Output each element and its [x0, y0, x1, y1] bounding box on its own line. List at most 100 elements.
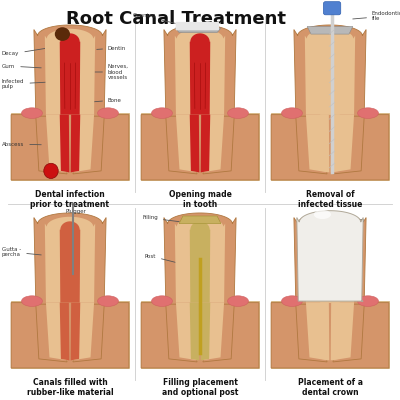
Polygon shape	[11, 113, 129, 180]
Polygon shape	[11, 301, 129, 368]
Ellipse shape	[152, 108, 172, 118]
Polygon shape	[45, 29, 95, 115]
Polygon shape	[71, 115, 80, 172]
Ellipse shape	[22, 108, 42, 118]
Polygon shape	[60, 115, 69, 172]
FancyBboxPatch shape	[176, 22, 219, 30]
Ellipse shape	[282, 296, 302, 306]
Polygon shape	[175, 29, 225, 115]
Polygon shape	[201, 303, 210, 360]
Polygon shape	[166, 116, 197, 174]
Polygon shape	[190, 33, 210, 115]
Text: Nerves,
blood
vessels: Nerves, blood vessels	[95, 64, 129, 80]
Polygon shape	[331, 303, 340, 360]
Polygon shape	[190, 221, 210, 303]
Polygon shape	[306, 115, 328, 172]
Ellipse shape	[314, 210, 331, 219]
Polygon shape	[271, 301, 389, 368]
Polygon shape	[320, 221, 340, 303]
Polygon shape	[175, 217, 225, 303]
Text: Canals filled with
rubber-like material: Canals filled with rubber-like material	[27, 378, 113, 397]
Ellipse shape	[282, 108, 302, 118]
Text: Gutta -
percha: Gutta - percha	[2, 246, 41, 258]
Polygon shape	[73, 116, 104, 174]
Polygon shape	[305, 217, 355, 303]
Polygon shape	[176, 115, 198, 172]
Polygon shape	[11, 213, 129, 368]
Text: Placement of a
dental crown: Placement of a dental crown	[298, 378, 362, 397]
Text: Plugger: Plugger	[65, 210, 86, 218]
Polygon shape	[271, 25, 389, 180]
Polygon shape	[332, 303, 354, 360]
Polygon shape	[60, 221, 80, 303]
Polygon shape	[60, 33, 80, 115]
Ellipse shape	[98, 296, 118, 306]
Ellipse shape	[152, 296, 172, 306]
Polygon shape	[296, 116, 327, 174]
Text: Opening: Opening	[133, 14, 175, 23]
Polygon shape	[306, 303, 328, 360]
Polygon shape	[72, 303, 94, 360]
Text: Crown: Crown	[341, 218, 365, 224]
Text: Opening made
in tooth: Opening made in tooth	[168, 190, 232, 210]
Ellipse shape	[55, 27, 70, 41]
Polygon shape	[190, 303, 199, 360]
Polygon shape	[36, 304, 67, 362]
Polygon shape	[203, 304, 234, 362]
Polygon shape	[190, 115, 199, 172]
Polygon shape	[331, 115, 340, 172]
Text: Root Canal Treatment: Root Canal Treatment	[66, 10, 286, 28]
Polygon shape	[11, 25, 129, 180]
Text: Dental infection
prior to treatment: Dental infection prior to treatment	[30, 190, 110, 210]
Polygon shape	[141, 25, 259, 180]
Ellipse shape	[358, 108, 378, 118]
Polygon shape	[46, 303, 68, 360]
Polygon shape	[141, 301, 259, 368]
Text: Gum: Gum	[2, 64, 41, 68]
Text: Filling placement
and optional post: Filling placement and optional post	[162, 378, 238, 397]
FancyBboxPatch shape	[324, 2, 341, 15]
Polygon shape	[60, 303, 69, 360]
Ellipse shape	[44, 163, 58, 178]
Polygon shape	[307, 26, 353, 34]
Ellipse shape	[22, 296, 42, 306]
Text: Endodontic
file: Endodontic file	[353, 11, 400, 21]
Polygon shape	[201, 115, 210, 172]
Polygon shape	[297, 211, 363, 301]
Polygon shape	[45, 217, 95, 303]
Polygon shape	[296, 304, 327, 362]
Polygon shape	[46, 115, 68, 172]
Ellipse shape	[358, 296, 378, 306]
Polygon shape	[320, 33, 340, 115]
Text: Dentin: Dentin	[97, 46, 126, 50]
Text: Bone: Bone	[94, 98, 122, 102]
Ellipse shape	[228, 296, 248, 306]
Text: Abscess: Abscess	[2, 142, 41, 146]
Text: Infected
pulp: Infected pulp	[2, 78, 47, 89]
Polygon shape	[320, 303, 329, 360]
Ellipse shape	[228, 108, 248, 118]
Text: Decay: Decay	[2, 48, 45, 56]
Polygon shape	[73, 304, 104, 362]
Polygon shape	[271, 113, 389, 180]
Polygon shape	[141, 213, 259, 368]
Polygon shape	[271, 213, 389, 368]
Text: Post: Post	[145, 254, 179, 263]
Polygon shape	[179, 216, 221, 224]
Polygon shape	[175, 28, 221, 32]
Polygon shape	[203, 116, 234, 174]
Polygon shape	[333, 304, 364, 362]
Polygon shape	[176, 303, 198, 360]
Polygon shape	[202, 115, 224, 172]
Polygon shape	[332, 115, 354, 172]
Polygon shape	[36, 116, 67, 174]
Text: Removal of
infected tissue: Removal of infected tissue	[298, 190, 362, 210]
Polygon shape	[305, 29, 355, 115]
Polygon shape	[141, 113, 259, 180]
Text: Filling: Filling	[142, 216, 179, 222]
Polygon shape	[202, 303, 224, 360]
Polygon shape	[320, 115, 329, 172]
Polygon shape	[72, 115, 94, 172]
Ellipse shape	[98, 108, 118, 118]
Polygon shape	[333, 116, 364, 174]
